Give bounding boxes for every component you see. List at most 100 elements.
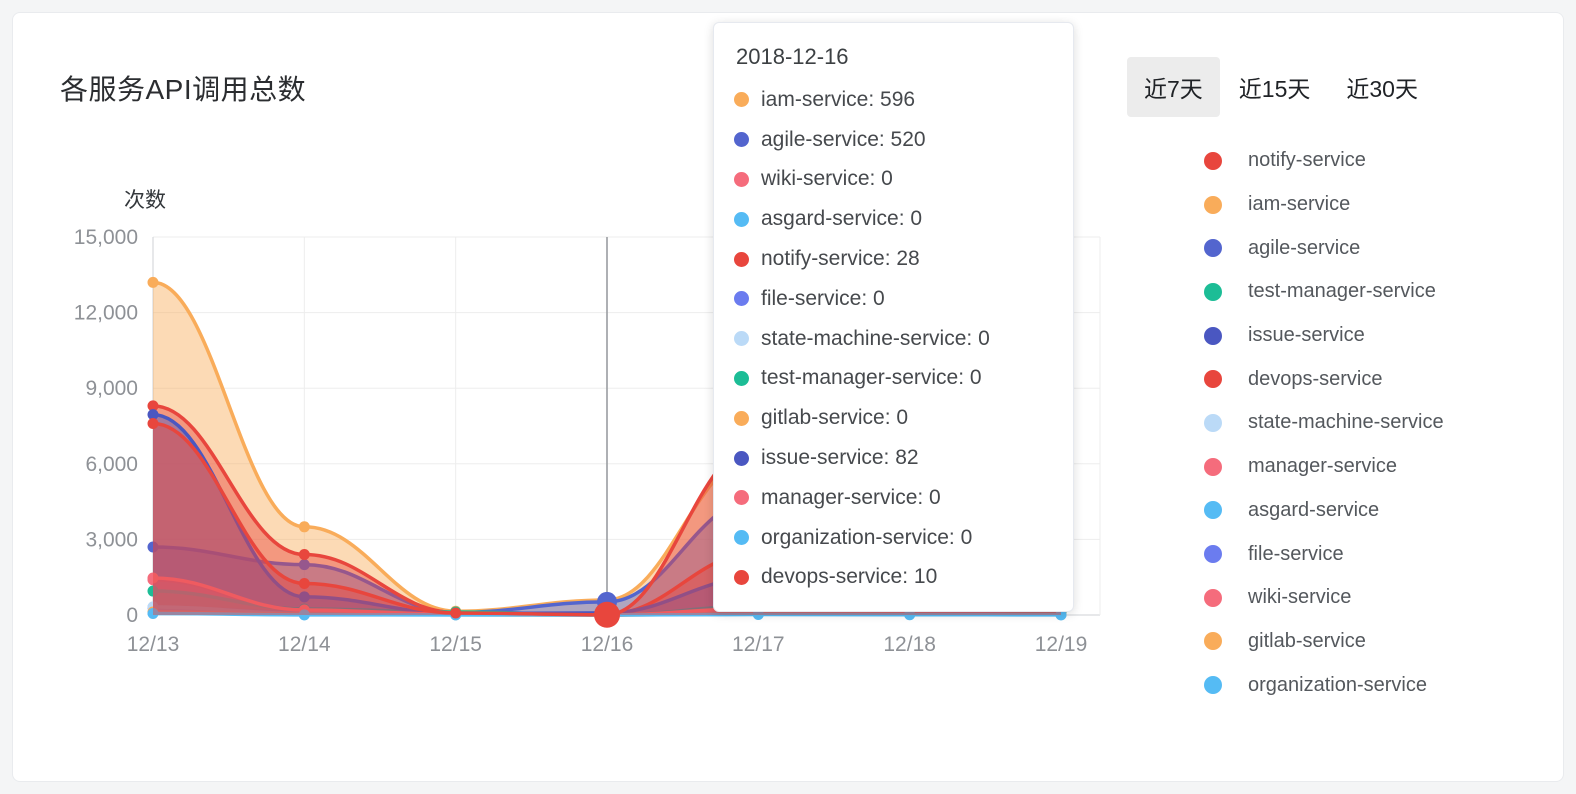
tooltip-series-value: iam-service: 596: [761, 87, 916, 111]
data-point[interactable]: [298, 591, 310, 603]
tooltip-series-value: devops-service: 10: [761, 565, 938, 589]
legend-label: notify-service: [1248, 149, 1366, 172]
x-tick-label: 12/19: [1035, 633, 1088, 656]
tooltip-series-dot-icon: [734, 331, 749, 347]
data-point[interactable]: [298, 521, 310, 533]
tooltip-series-value: manager-service: 0: [761, 485, 941, 509]
legend-item-issue-service[interactable]: issue-service: [1196, 314, 1444, 358]
tooltip-row: issue-service: 82: [734, 438, 1053, 478]
legend-label: organization-service: [1248, 673, 1427, 696]
tooltip-row: state-machine-service: 0: [734, 319, 1053, 359]
legend-label: issue-service: [1248, 324, 1365, 347]
legend-item-gitlab-service[interactable]: gitlab-service: [1196, 620, 1444, 664]
tooltip-series-dot-icon: [734, 92, 749, 108]
tooltip-row: file-service: 0: [734, 279, 1053, 319]
data-point[interactable]: [147, 417, 159, 429]
y-tick-label: 15,000: [74, 226, 138, 249]
legend-color-dot-icon: [1204, 195, 1222, 214]
tooltip-row: gitlab-service: 0: [734, 398, 1053, 438]
legend-color-dot-icon: [1204, 501, 1222, 520]
tooltip-series-dot-icon: [734, 370, 749, 386]
legend-item-state-machine-service[interactable]: state-machine-service: [1196, 401, 1444, 445]
x-tick-label: 12/17: [732, 633, 785, 656]
legend-label: test-manager-service: [1248, 280, 1436, 303]
legend-item-notify-service[interactable]: notify-service: [1196, 139, 1444, 183]
legend-item-test-manager-service[interactable]: test-manager-service: [1196, 270, 1444, 314]
data-point[interactable]: [298, 609, 310, 621]
x-tick-label: 12/16: [581, 633, 634, 656]
data-point[interactable]: [147, 585, 159, 597]
time-range-option-近15天[interactable]: 近15天: [1238, 76, 1311, 102]
tooltip-series-dot-icon: [734, 132, 749, 148]
tooltip-series-dot-icon: [734, 530, 749, 546]
chart-legend: notify-service iam-service agile-service…: [1196, 139, 1444, 707]
tooltip-row: iam-service: 596: [734, 80, 1053, 120]
data-point[interactable]: [147, 276, 159, 288]
tooltip-series-value: issue-service: 82: [761, 446, 919, 470]
tooltip-series-dot-icon: [734, 291, 749, 307]
tooltip-row: organization-service: 0: [734, 518, 1053, 558]
legend-color-dot-icon: [1204, 588, 1222, 607]
x-tick-label: 12/18: [883, 633, 936, 656]
legend-color-dot-icon: [1204, 370, 1222, 389]
data-point[interactable]: [147, 572, 159, 584]
tooltip-series-value: gitlab-service: 0: [761, 406, 909, 430]
tooltip-row: wiki-service: 0: [734, 160, 1053, 200]
legend-label: state-machine-service: [1248, 411, 1444, 434]
legend-item-agile-service[interactable]: agile-service: [1196, 226, 1444, 270]
legend-label: file-service: [1248, 542, 1344, 565]
x-tick-label: 12/13: [127, 633, 180, 656]
legend-color-dot-icon: [1204, 326, 1222, 345]
legend-item-devops-service[interactable]: devops-service: [1196, 357, 1444, 401]
tooltip-rows: iam-service: 596 agile-service: 520 wiki…: [734, 80, 1053, 597]
emphasized-point-devops-service[interactable]: [594, 601, 620, 628]
legend-item-organization-service[interactable]: organization-service: [1196, 663, 1444, 707]
y-tick-label: 6,000: [85, 453, 138, 476]
legend-color-dot-icon: [1204, 151, 1222, 170]
series-area-notify-service: [153, 405, 1061, 615]
chart-title: 各服务API调用总数: [60, 74, 307, 105]
legend-label: agile-service: [1248, 236, 1361, 259]
tooltip-row: manager-service: 0: [734, 478, 1053, 518]
tooltip-series-dot-icon: [734, 251, 749, 267]
legend-label: devops-service: [1248, 367, 1383, 390]
data-point[interactable]: [298, 559, 310, 571]
tooltip-series-value: state-machine-service: 0: [761, 326, 990, 350]
y-tick-label: 0: [126, 604, 138, 627]
data-point[interactable]: [147, 541, 159, 553]
tooltip-series-dot-icon: [734, 490, 749, 506]
legend-item-file-service[interactable]: file-service: [1196, 532, 1444, 576]
x-tick-label: 12/15: [429, 633, 482, 656]
tooltip-series-value: file-service: 0: [761, 286, 885, 310]
tooltip-row: notify-service: 28: [734, 239, 1053, 279]
tooltip-row: agile-service: 520: [734, 120, 1053, 160]
tooltip-series-value: notify-service: 28: [761, 247, 920, 271]
legend-color-dot-icon: [1204, 632, 1222, 651]
legend-label: asgard-service: [1248, 498, 1380, 521]
data-point[interactable]: [147, 400, 159, 412]
legend-item-iam-service[interactable]: iam-service: [1196, 183, 1444, 227]
tooltip-series-value: wiki-service: 0: [761, 167, 893, 191]
tooltip-series-value: agile-service: 520: [761, 127, 926, 151]
tooltip-date: 2018-12-16: [736, 44, 849, 69]
y-tick-label: 9,000: [85, 377, 138, 400]
legend-item-asgard-service[interactable]: asgard-service: [1196, 489, 1444, 533]
legend-label: wiki-service: [1248, 586, 1352, 609]
legend-color-dot-icon: [1204, 413, 1222, 432]
axis-tick-labels: 0 3,000 6,000 9,000 12,000 15,000 12/13 12/14 12…: [74, 226, 1088, 656]
data-point[interactable]: [450, 607, 462, 619]
data-point[interactable]: [147, 409, 159, 421]
legend-item-wiki-service[interactable]: wiki-service: [1196, 576, 1444, 620]
data-point[interactable]: [147, 607, 159, 619]
time-range-option-近30天[interactable]: 近30天: [1346, 76, 1418, 102]
tooltip-row: test-manager-service: 0: [734, 359, 1053, 399]
tooltip-row: devops-service: 10: [734, 558, 1053, 598]
y-tick-label: 3,000: [85, 528, 138, 551]
data-point[interactable]: [298, 549, 310, 561]
tooltip-series-value: organization-service: 0: [761, 525, 973, 549]
time-range-option-近7天[interactable]: 近7天: [1127, 57, 1220, 117]
data-point[interactable]: [298, 578, 310, 589]
data-point[interactable]: [1055, 609, 1067, 621]
legend-item-manager-service[interactable]: manager-service: [1196, 445, 1444, 489]
